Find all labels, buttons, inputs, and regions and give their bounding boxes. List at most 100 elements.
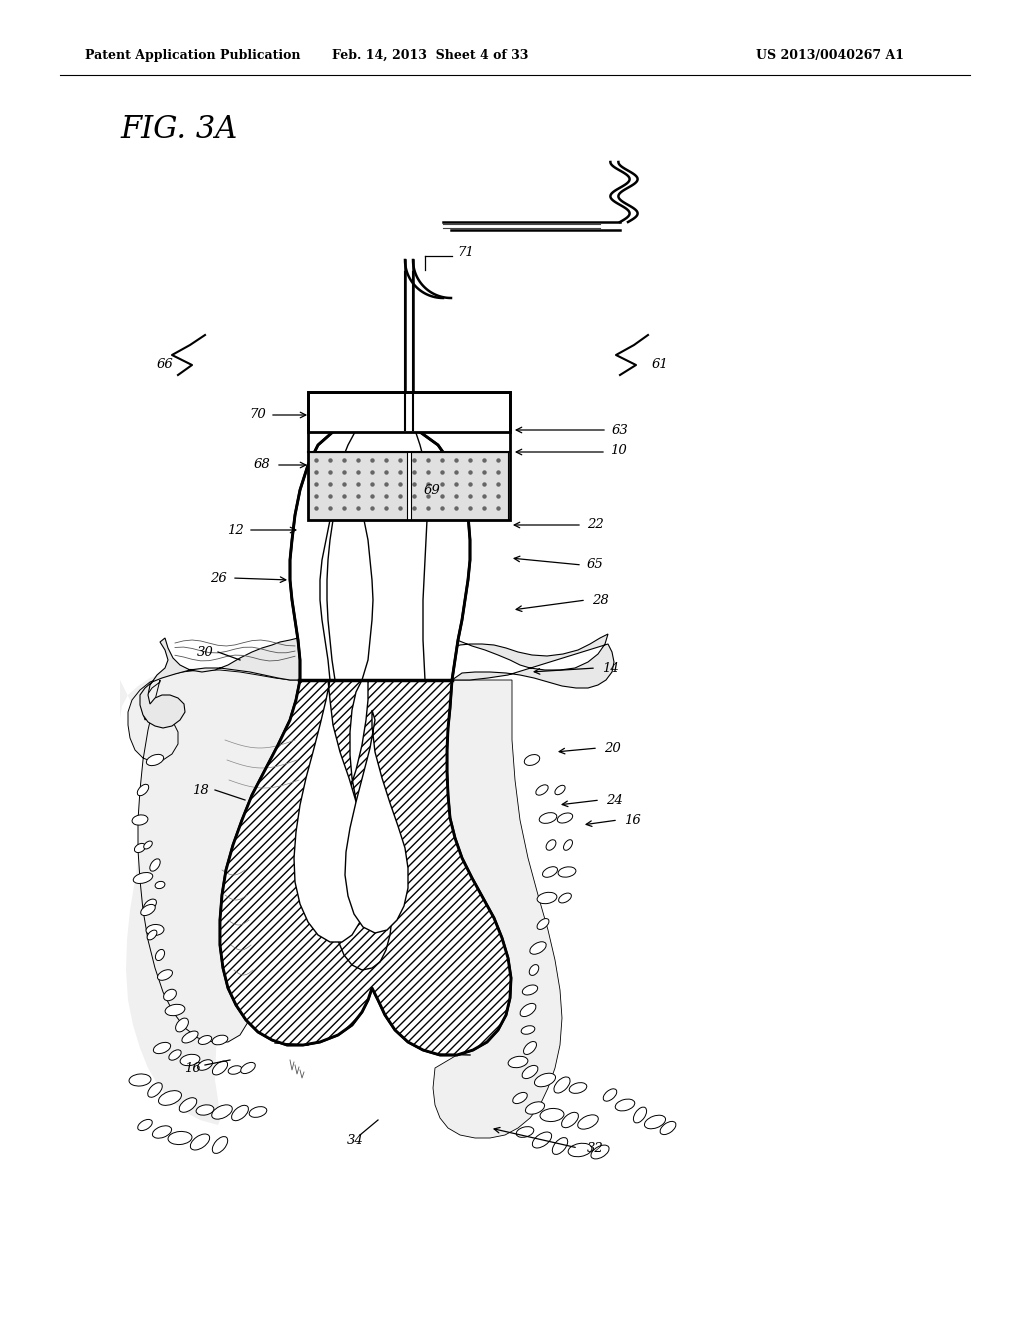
Text: 10: 10 bbox=[609, 444, 627, 457]
Polygon shape bbox=[120, 668, 300, 1125]
Ellipse shape bbox=[516, 1127, 534, 1138]
Bar bbox=[308, 451, 407, 520]
Ellipse shape bbox=[522, 1065, 538, 1078]
Ellipse shape bbox=[153, 1126, 172, 1138]
Ellipse shape bbox=[525, 1102, 545, 1114]
Ellipse shape bbox=[140, 904, 156, 916]
Text: 70: 70 bbox=[250, 408, 266, 421]
Text: 71: 71 bbox=[458, 246, 474, 259]
Polygon shape bbox=[433, 680, 562, 1138]
Polygon shape bbox=[452, 634, 614, 688]
Ellipse shape bbox=[133, 873, 153, 883]
Ellipse shape bbox=[159, 1090, 181, 1105]
Bar bbox=[308, 392, 510, 520]
Ellipse shape bbox=[558, 867, 575, 878]
Ellipse shape bbox=[180, 1055, 200, 1065]
Polygon shape bbox=[294, 680, 369, 942]
Ellipse shape bbox=[175, 1018, 188, 1032]
Text: 18: 18 bbox=[191, 784, 208, 796]
Ellipse shape bbox=[228, 1065, 242, 1074]
Text: Patent Application Publication: Patent Application Publication bbox=[85, 49, 300, 62]
Text: 68: 68 bbox=[254, 458, 270, 471]
Ellipse shape bbox=[179, 1098, 197, 1113]
Ellipse shape bbox=[169, 1049, 181, 1060]
Text: 16: 16 bbox=[624, 813, 640, 826]
Ellipse shape bbox=[154, 1043, 171, 1053]
Text: Feb. 14, 2013  Sheet 4 of 33: Feb. 14, 2013 Sheet 4 of 33 bbox=[332, 49, 528, 62]
Ellipse shape bbox=[156, 949, 165, 961]
Text: 65: 65 bbox=[587, 558, 603, 572]
Text: 22: 22 bbox=[587, 519, 603, 532]
Ellipse shape bbox=[212, 1035, 227, 1045]
Ellipse shape bbox=[543, 867, 557, 878]
Ellipse shape bbox=[190, 1134, 210, 1150]
Ellipse shape bbox=[578, 1115, 598, 1129]
Text: 26: 26 bbox=[210, 572, 226, 585]
Text: 30: 30 bbox=[197, 645, 213, 659]
Ellipse shape bbox=[634, 1107, 646, 1123]
Text: 24: 24 bbox=[605, 793, 623, 807]
Ellipse shape bbox=[535, 1073, 556, 1086]
Ellipse shape bbox=[134, 843, 145, 853]
Bar bbox=[411, 451, 508, 520]
Ellipse shape bbox=[660, 1122, 676, 1135]
Polygon shape bbox=[220, 680, 511, 1055]
Ellipse shape bbox=[555, 785, 565, 795]
Ellipse shape bbox=[212, 1137, 227, 1154]
Text: 20: 20 bbox=[603, 742, 621, 755]
Ellipse shape bbox=[521, 1026, 535, 1035]
Ellipse shape bbox=[540, 813, 557, 824]
Ellipse shape bbox=[137, 784, 148, 796]
Ellipse shape bbox=[158, 970, 172, 981]
Ellipse shape bbox=[198, 1060, 213, 1071]
Text: 61: 61 bbox=[651, 359, 669, 371]
Ellipse shape bbox=[520, 1003, 536, 1016]
Ellipse shape bbox=[546, 840, 556, 850]
Ellipse shape bbox=[143, 841, 153, 849]
Text: 28: 28 bbox=[592, 594, 608, 606]
Ellipse shape bbox=[522, 985, 538, 995]
Ellipse shape bbox=[563, 840, 572, 850]
Ellipse shape bbox=[615, 1100, 635, 1111]
Ellipse shape bbox=[569, 1082, 587, 1093]
Polygon shape bbox=[220, 426, 511, 1055]
Ellipse shape bbox=[164, 989, 176, 1001]
Ellipse shape bbox=[603, 1089, 616, 1101]
Ellipse shape bbox=[231, 1105, 249, 1121]
Ellipse shape bbox=[559, 894, 571, 903]
Ellipse shape bbox=[212, 1105, 232, 1119]
Ellipse shape bbox=[147, 931, 157, 940]
Ellipse shape bbox=[129, 1074, 151, 1086]
Ellipse shape bbox=[132, 814, 147, 825]
Ellipse shape bbox=[508, 1056, 528, 1068]
Ellipse shape bbox=[554, 1077, 570, 1093]
Ellipse shape bbox=[644, 1115, 666, 1129]
Ellipse shape bbox=[146, 924, 164, 936]
Ellipse shape bbox=[540, 1109, 564, 1122]
Ellipse shape bbox=[537, 919, 549, 929]
Text: 32: 32 bbox=[587, 1142, 603, 1155]
Ellipse shape bbox=[182, 1031, 198, 1043]
Text: 69: 69 bbox=[424, 483, 440, 496]
Ellipse shape bbox=[557, 813, 572, 824]
Text: 34: 34 bbox=[347, 1134, 364, 1147]
Text: 66: 66 bbox=[157, 359, 173, 371]
Ellipse shape bbox=[168, 1131, 191, 1144]
Ellipse shape bbox=[155, 882, 165, 888]
Polygon shape bbox=[128, 671, 303, 1045]
Ellipse shape bbox=[529, 965, 539, 975]
Ellipse shape bbox=[199, 1036, 212, 1044]
Ellipse shape bbox=[150, 859, 160, 871]
Ellipse shape bbox=[529, 941, 546, 954]
Ellipse shape bbox=[146, 755, 164, 766]
Ellipse shape bbox=[523, 1041, 537, 1055]
Ellipse shape bbox=[536, 785, 548, 795]
Ellipse shape bbox=[532, 1133, 552, 1148]
Ellipse shape bbox=[568, 1143, 592, 1156]
Polygon shape bbox=[319, 498, 373, 680]
Polygon shape bbox=[345, 710, 408, 933]
Text: FIG. 3A: FIG. 3A bbox=[120, 115, 238, 145]
Text: US 2013/0040267 A1: US 2013/0040267 A1 bbox=[756, 49, 904, 62]
Ellipse shape bbox=[561, 1113, 579, 1127]
Ellipse shape bbox=[147, 1082, 162, 1097]
